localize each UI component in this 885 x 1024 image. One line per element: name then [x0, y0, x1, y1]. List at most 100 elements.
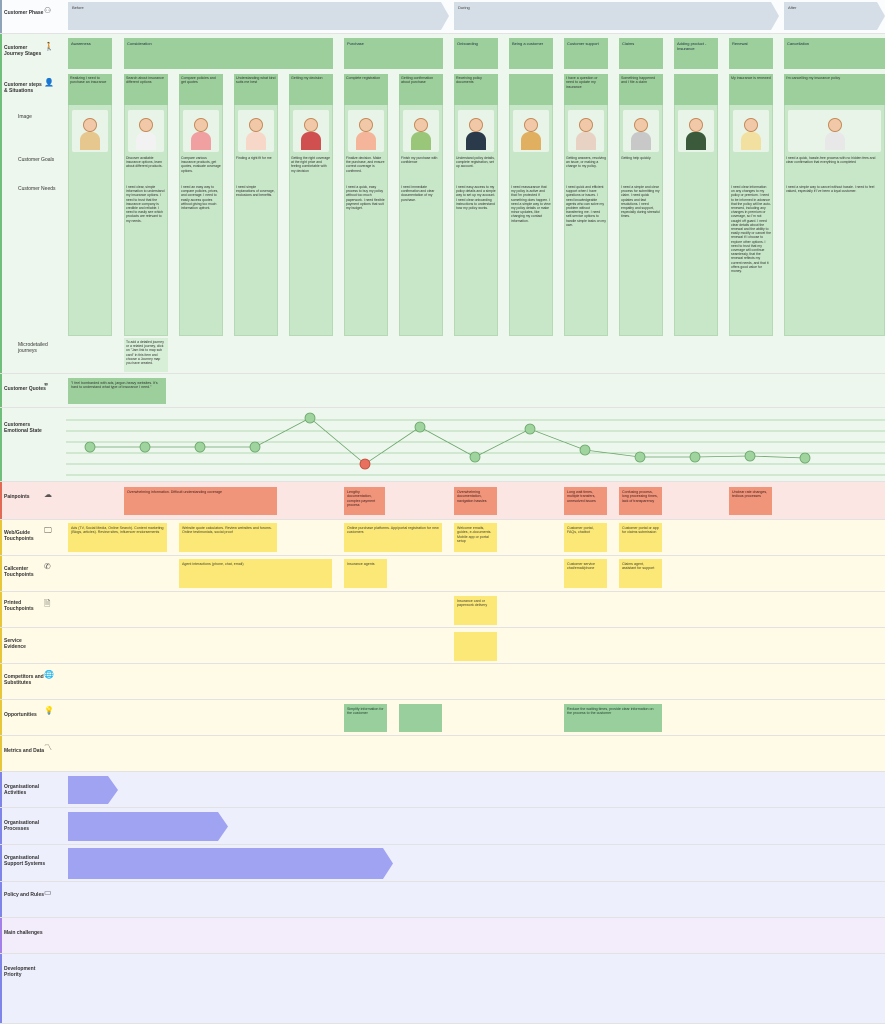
painpoint-card[interactable]: Unclear rate changes, tedious processes: [729, 487, 772, 515]
lane-label: Customer Needs: [18, 186, 56, 192]
step-card[interactable]: I'm cancelling my insurance policy: [784, 74, 885, 105]
emotion-point[interactable]: [579, 444, 591, 456]
needs-text: I need quick and efficient support when …: [566, 185, 606, 227]
phase-after[interactable]: After: [784, 2, 885, 30]
step-card[interactable]: Realizing I need to purchase an insuranc…: [68, 74, 112, 105]
lane-label: Customer Phase: [4, 10, 44, 16]
web-touchpoint-card[interactable]: Customer portal, FAQs, chatbot: [564, 523, 607, 552]
stage-card[interactable]: Renewal: [729, 38, 773, 69]
stage-card[interactable]: Cancellation: [784, 38, 885, 69]
painpoint-card[interactable]: Overwhelming information. Difficult unde…: [124, 487, 277, 515]
persona-image: [678, 110, 714, 152]
micro-journey-note[interactable]: To add a detailed journey or a related j…: [124, 338, 168, 372]
person-icon: 👤: [44, 78, 54, 87]
walker-icon: 🚶: [44, 42, 54, 51]
lane-label: Web/Guide Touchpoints: [4, 530, 34, 542]
stage-card[interactable]: Being a customer: [509, 38, 553, 69]
quote-card[interactable]: "I feel bombarded with ads, jargon-heavy…: [68, 378, 166, 404]
web-touchpoint-card[interactable]: Welcome emails, guides, e-documents. Mob…: [454, 523, 497, 552]
emotion-point[interactable]: [139, 441, 151, 453]
trend-icon: 〽: [44, 743, 52, 752]
emotion-point[interactable]: [304, 412, 316, 424]
painpoint-card[interactable]: Lengthy documentation, complex payment p…: [344, 487, 385, 515]
org-support-arrow[interactable]: [68, 848, 393, 879]
painpoint-card[interactable]: Overwhelming documentation, navigation h…: [454, 487, 497, 515]
needs-text: I need a quick, easy process to buy my p…: [346, 185, 385, 211]
goal-text: Finish my purchase with confidence: [401, 156, 438, 165]
emotion-point[interactable]: [249, 441, 261, 453]
persona-image: [733, 110, 769, 152]
opportunity-card[interactable]: [399, 704, 442, 732]
lane-label: Organisational Processes: [4, 820, 40, 832]
persona-body: [521, 132, 541, 150]
web-touchpoint-card[interactable]: Online purchase platforms. App/portal re…: [344, 523, 442, 552]
emotion-point[interactable]: [799, 452, 811, 464]
step-card[interactable]: [674, 74, 718, 105]
lane-label: Service Evidence: [4, 638, 26, 650]
emotion-point[interactable]: [84, 441, 96, 453]
persona-image: [458, 110, 494, 152]
lane-evidence: Service Evidence: [0, 628, 885, 664]
stage-card[interactable]: Consideration: [124, 38, 333, 69]
opportunity-card[interactable]: Simplify information for the customer: [344, 704, 387, 732]
stage-card[interactable]: Customer support: [564, 38, 608, 69]
emotion-point[interactable]: [359, 458, 371, 470]
persona-image: [623, 110, 659, 152]
lane-customer-phase: Customer Phase ⚇ Before During After: [0, 0, 885, 34]
stage-card[interactable]: Claims: [619, 38, 663, 69]
org-activities-arrow[interactable]: [68, 776, 118, 804]
emotion-point[interactable]: [689, 451, 701, 463]
emotion-point[interactable]: [634, 451, 646, 463]
service-evidence-card[interactable]: [454, 632, 497, 661]
callcenter-touchpoint-card[interactable]: Agent interactions (phone, chat, email): [179, 559, 332, 588]
emotion-point[interactable]: [414, 421, 426, 433]
org-processes-arrow[interactable]: [68, 812, 228, 841]
step-card[interactable]: I have a question or need to update my i…: [564, 74, 608, 105]
callcenter-touchpoint-card[interactable]: Claims agent, assistant for support: [619, 559, 662, 588]
stage-label: Customer support: [567, 41, 599, 46]
callcenter-touchpoint-card[interactable]: Insurance agents: [344, 559, 387, 588]
persona-image: [128, 110, 164, 152]
stage-card[interactable]: Adding product - Insurance: [674, 38, 718, 69]
step-card[interactable]: Complete registration: [344, 74, 388, 105]
persona-image: [403, 110, 439, 152]
web-touchpoint-card[interactable]: Website quote calculators. Review websit…: [179, 523, 277, 552]
emotion-point[interactable]: [469, 451, 481, 463]
web-touchpoint-card[interactable]: Ads (TV, Social Media, Online Search). C…: [68, 523, 167, 552]
persona-body: [741, 132, 761, 150]
persona-image: [788, 110, 881, 152]
stage-card[interactable]: Purchase: [344, 38, 443, 69]
persona-figure: [469, 118, 483, 132]
emotion-point[interactable]: [194, 441, 206, 453]
step-card[interactable]: Compare policies and get quotes: [179, 74, 223, 105]
stage-card[interactable]: Awareness: [68, 38, 112, 69]
stage-card[interactable]: Onboarding: [454, 38, 498, 69]
persona-body: [466, 132, 486, 150]
step-card[interactable]: Search about insurance different options: [124, 74, 168, 105]
painpoint-card[interactable]: Long wait times, multiple transfers, unr…: [564, 487, 607, 515]
step-card[interactable]: Getting my decision: [289, 74, 333, 105]
step-card[interactable]: Something happened and I file a claim: [619, 74, 663, 105]
web-touchpoint-card[interactable]: Customer portal or app for claims submis…: [619, 523, 662, 552]
persona-figure: [359, 118, 373, 132]
opportunity-card[interactable]: Reduce the waiting times, provide clear …: [564, 704, 662, 732]
painpoint-card[interactable]: Confusing process, long processing times…: [619, 487, 662, 515]
goal-text: Getting help quickly.: [621, 156, 652, 160]
persona-body: [301, 132, 321, 150]
phase-before[interactable]: Before: [68, 2, 449, 30]
callcenter-touchpoint-card[interactable]: Customer service chat/email/phone: [564, 559, 607, 588]
persona-figure: [304, 118, 318, 132]
emotion-point[interactable]: [524, 423, 536, 435]
step-card[interactable]: Receiving policy documents: [454, 74, 498, 105]
phase-during[interactable]: During: [454, 2, 779, 30]
step-card[interactable]: My insurance is renewed: [729, 74, 773, 105]
needs-text: I need easy access to my policy details …: [456, 185, 496, 211]
step-card[interactable]: Understanding what kind suits me best: [234, 74, 278, 105]
step-card[interactable]: Getting confirmation about purchase: [399, 74, 443, 105]
step-card[interactable]: [509, 74, 553, 105]
printed-touchpoint-card[interactable]: Insurance card or paperwork delivery: [454, 596, 497, 625]
lane-priority: Development Priority: [0, 954, 885, 1024]
lane-label: Development Priority: [4, 966, 36, 978]
emotion-point[interactable]: [744, 450, 756, 462]
lane-policy: Policy and Rules ▭: [0, 882, 885, 918]
